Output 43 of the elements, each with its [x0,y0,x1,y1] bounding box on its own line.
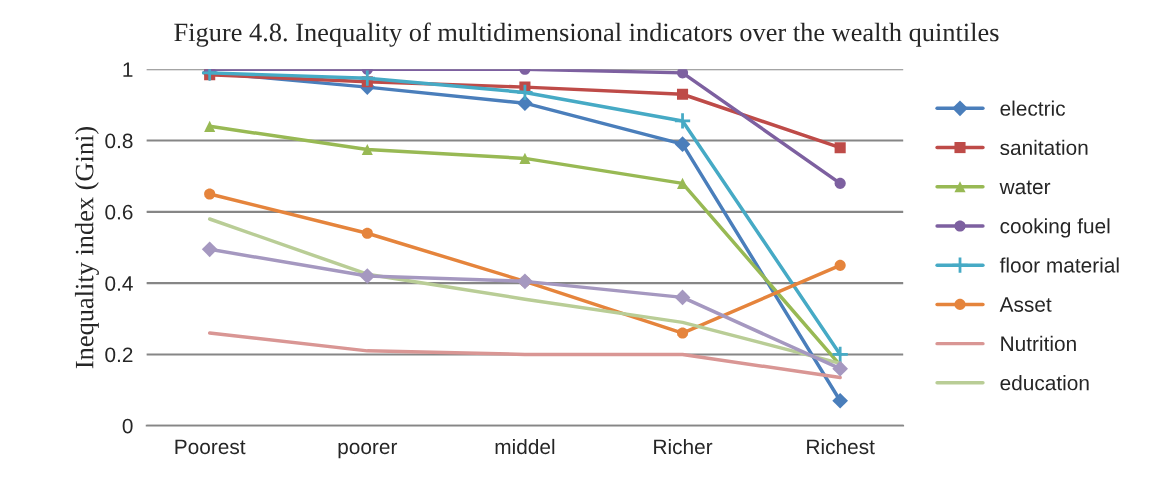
point [676,88,689,100]
point [201,241,218,258]
x-tick-label: Richest [807,438,875,455]
point [519,152,531,164]
point [517,95,533,112]
x-tick-label: Richer [654,438,713,455]
point [674,136,691,152]
point [674,289,691,306]
point [676,327,689,339]
legend-label: floor material [999,257,1119,273]
point [361,143,373,156]
legend-label: sanitation [1000,139,1088,156]
x-tick-label: middel [495,438,555,455]
point [676,69,689,79]
point [358,69,377,88]
legend-label: education [1000,375,1089,391]
y-tick-label: 0.4 [105,276,133,291]
legend-label: Nutrition [1001,335,1076,352]
point [834,142,846,154]
point [515,83,534,102]
x-tick-label: poorer [338,442,398,459]
point [832,360,849,377]
y-tick-label: 0.6 [105,204,133,220]
point [673,111,692,131]
y-tick-label: 0.2 [105,347,133,363]
point [834,177,846,189]
y-tick-label: 0.8 [105,133,133,149]
y-axis-title: Inequality index (Gini) [74,127,99,369]
chart-title: Figure 4.8. Inequality of multidimensional indicators over the wealth quintiles [174,22,999,47]
legend-label: cooking fuel [1000,218,1110,238]
point [359,268,376,284]
point [834,259,846,271]
point [361,227,373,239]
point [831,345,850,364]
legend-label: Asset [999,297,1052,312]
y-tick-label: 0 [122,418,133,434]
point [204,188,216,200]
point [832,392,849,409]
y-tick-label: 1 [123,62,133,77]
point [204,120,216,132]
legend-label: electric [1000,100,1066,116]
legend-label: water [999,180,1051,195]
x-tick-label: Poorest [175,439,246,455]
